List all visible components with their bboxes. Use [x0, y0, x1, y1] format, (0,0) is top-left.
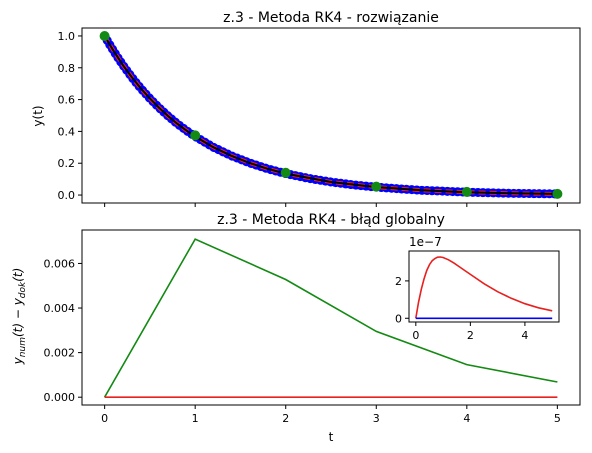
y-tick-label-1: 2 [395, 275, 402, 288]
series-2-line [103, 35, 558, 195]
x-tick-label-3: 3 [373, 412, 380, 425]
series-3-point-1 [190, 130, 201, 141]
y-tick-label-0: 0.000 [44, 391, 76, 404]
series-0-dots-line [100, 31, 562, 199]
error-ylabel: ynum(t) − ydok(t) [11, 268, 28, 366]
x-tick-label-2: 4 [521, 329, 528, 342]
error-panel: z.3 - Metoda RK4 - błąd globalny ynum(t)… [11, 212, 581, 444]
inset-offset-text: 1e−7 [409, 235, 442, 249]
error-ylabel-main: y [11, 356, 25, 365]
solution-series-group [99, 31, 563, 199]
x-tick-label-4: 4 [463, 412, 470, 425]
y-tick-label-0: 0 [395, 312, 402, 325]
series-3-point-4 [461, 186, 472, 197]
series-3-point-2 [280, 167, 291, 178]
y-tick-label-5: 1.0 [58, 30, 76, 43]
x-tick-label-0: 0 [412, 329, 419, 342]
series-0-line [415, 256, 553, 319]
x-tick-label-5: 5 [554, 412, 561, 425]
error-title: z.3 - Metoda RK4 - błąd globalny [217, 212, 445, 228]
solution-panel: z.3 - Metoda RK4 - rozwiązanie y(t) 0.00… [31, 10, 581, 207]
error-ylabel-end: (t) [11, 268, 25, 282]
error-ylabel-sub2: dok [18, 281, 28, 298]
x-tick-label-1: 2 [467, 329, 474, 342]
x-tick-label-2: 2 [282, 412, 289, 425]
y-tick-label-1: 0.002 [44, 347, 76, 360]
inset-series-group [415, 256, 553, 320]
inset-panel: 0 2 4 0 2 1e−7 [395, 235, 560, 342]
solution-title: z.3 - Metoda RK4 - rozwiązanie [223, 10, 439, 26]
error-xlabel: t [329, 430, 334, 444]
y-tick-label-2: 0.004 [44, 302, 76, 315]
solution-plot-frame [81, 27, 581, 204]
solution-axes: 0.0 0.2 0.4 0.6 0.8 1.0 [58, 30, 558, 207]
error-ylabel-mid: (t) − y [11, 297, 25, 337]
y-tick-label-3: 0.006 [44, 257, 76, 270]
inset-background [409, 251, 559, 322]
series-3-point-3 [371, 181, 382, 192]
y-tick-label-4: 0.8 [58, 62, 76, 75]
y-tick-label-3: 0.6 [58, 94, 76, 107]
series-3-point-5 [552, 188, 563, 199]
x-tick-label-0: 0 [101, 412, 108, 425]
inset-axes: 0 2 4 0 2 [395, 275, 528, 342]
error-ylabel-sub1: num [18, 337, 28, 357]
x-tick-label-1: 1 [192, 412, 199, 425]
y-tick-label-1: 0.2 [58, 157, 76, 170]
y-tick-label-0: 0.0 [58, 189, 76, 202]
inset-plot-frame [408, 250, 560, 323]
y-tick-label-2: 0.4 [58, 125, 76, 138]
solution-ylabel: y(t) [31, 105, 45, 126]
error-series-group [103, 238, 558, 398]
error-plot-frame [81, 229, 581, 406]
series-3-point-0 [99, 31, 110, 41]
error-axes: 0 1 2 3 4 5 0.000 0.002 0.004 0.006 [44, 257, 561, 425]
series-0-line [103, 238, 558, 398]
